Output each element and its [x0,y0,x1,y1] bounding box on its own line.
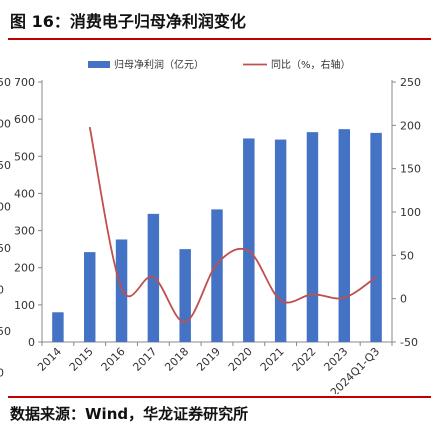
right-tick-label: 200 [400,119,421,132]
right-tick-label: 100 [400,206,421,219]
right-tick-label: -50 [400,336,418,349]
x-tick-label: 2022 [290,345,319,374]
cropped-tick-label: 0 [0,367,4,380]
bar [338,129,350,342]
left-tick-label: 300 [14,225,35,238]
bar [115,239,128,342]
legend-bar-swatch [88,61,110,68]
left-tick-label: 0 [28,336,35,349]
x-tick-label: 2018 [162,345,191,374]
bar [306,132,319,342]
x-tick-label: 2023 [321,345,350,374]
right-tick-label: 150 [400,163,421,176]
x-tick-label: 2017 [130,345,159,374]
legend-line-label: 同比（%，右轴） [271,58,351,71]
top-rule [8,38,431,40]
bar [243,138,255,342]
bar [211,209,223,342]
x-tick-label: 2016 [99,345,128,374]
left-tick-label: 500 [14,150,35,163]
cropped-tick-label: 50 [0,242,11,255]
left-tick-label: 100 [14,299,35,312]
x-tick-label: 2014 [35,345,64,374]
cropped-tick-label: 00 [0,118,11,131]
cropped-tick-label: 00 [0,201,11,214]
cropped-tick-label: 50 [0,325,11,338]
right-tick-label: 250 [400,76,421,89]
figure-title: 图 16：消费电子归母净利润变化 [10,12,246,31]
chart: 5000500050050050归母净利润（亿元）同比（%，右轴）0100200… [0,58,421,394]
x-tick-label: 2015 [67,345,96,374]
bar [179,249,191,342]
right-tick-label: 50 [400,249,414,262]
x-tick-label: 2019 [194,345,223,374]
growth-line [88,126,377,323]
bar [274,139,287,342]
source-note: 数据来源：Wind，华龙证券研究所 [10,405,249,423]
cropped-tick-label: 0 [0,284,4,297]
left-tick-label: 600 [14,113,35,126]
right-tick-label: 0 [400,293,407,306]
bottom-rule [8,396,431,398]
left-tick-label: 400 [14,187,35,200]
left-tick-label: 200 [14,262,35,275]
bar [370,132,382,342]
cropped-tick-label: 50 [0,76,11,89]
x-tick-label: 2020 [226,345,255,374]
bar [84,252,96,342]
left-tick-label: 700 [14,76,35,89]
legend-bar-label: 归母净利润（亿元） [114,58,204,71]
x-tick-label: 2021 [258,345,287,374]
cropped-tick-label: 50 [0,159,11,172]
bar [52,312,64,342]
